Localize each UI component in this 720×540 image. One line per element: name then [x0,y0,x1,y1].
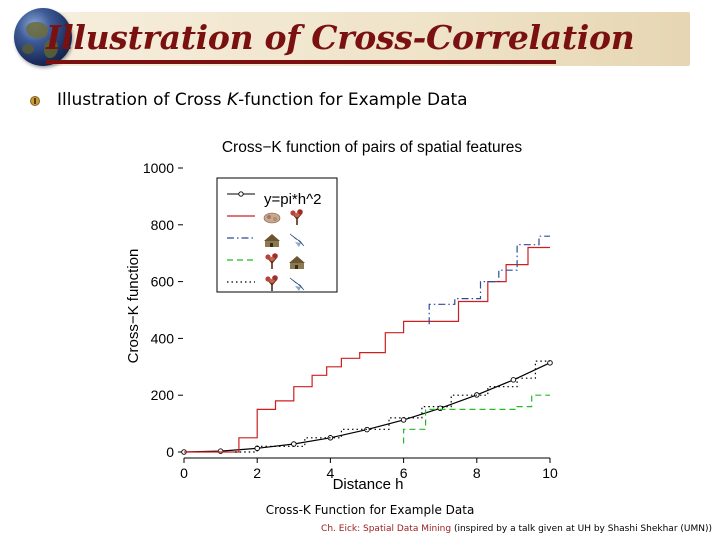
footer-note: (inspired by a talk given at UH by Shash… [451,524,712,534]
footer-author: Ch. Eick: Spatial Data Mining [321,524,452,534]
bird-icon [289,233,305,247]
axes: 0 2 4 6 8 10 0 200 400 600 800 1000 [143,160,558,481]
chart-title: Cross−K function of pairs of spatial fea… [222,139,523,156]
bullet-text: Illustration of Cross K-function for Exa… [57,90,468,110]
x-tick-label: 6 [400,465,408,481]
x-tick-label: 4 [327,465,335,481]
title-underline [46,60,556,64]
data-point [291,441,297,447]
slide-title: Illustration of Cross-Correlation [46,18,635,57]
house-icon [264,234,280,247]
y-tick-label: 800 [151,217,175,233]
bullet-icon [30,96,40,106]
chart-image: Cross−K function of pairs of spatial fea… [118,130,562,492]
y-tick-label: 600 [151,274,175,290]
legend-box [216,177,338,293]
x-tick-label: 10 [542,465,558,481]
figure-caption: Cross-K Function for Example Data [265,503,475,517]
data-point [364,426,370,433]
house-icon [289,256,305,269]
legend-label-0: y=pi*h^2 [264,191,322,208]
tree-icon [265,253,278,269]
bird-icon [289,277,305,291]
y-tick-label: 1000 [143,160,174,176]
y-tick-label: 0 [166,444,174,460]
series-line-2 [428,235,550,325]
title-banner [38,12,690,66]
footer-credit: Ch. Eick: Spatial Data Mining (inspired … [321,524,712,534]
x-tick-label: 2 [253,465,261,481]
y-tick-label: 200 [151,387,175,403]
chart-background [118,130,562,492]
data-point [510,377,517,383]
cross-k-chart: Cross−K function of pairs of spatial fea… [118,130,562,492]
globe-icon [14,8,72,66]
bush-icon [263,212,281,224]
x-axis-label: Distance h [333,476,404,492]
tree-icon [290,209,303,225]
legend: y=pi*h^2 [216,177,338,293]
series-layer [181,235,553,455]
series-line-4 [235,360,550,453]
series-line-3 [403,394,550,444]
y-tick-label: 400 [151,330,175,346]
data-point [217,448,224,454]
tree-icon [265,275,278,291]
x-tick-label: 8 [473,465,481,481]
y-axis-label: Cross−K function [125,249,142,364]
legend-marker-0 [238,191,244,197]
x-tick-label: 0 [180,465,188,481]
